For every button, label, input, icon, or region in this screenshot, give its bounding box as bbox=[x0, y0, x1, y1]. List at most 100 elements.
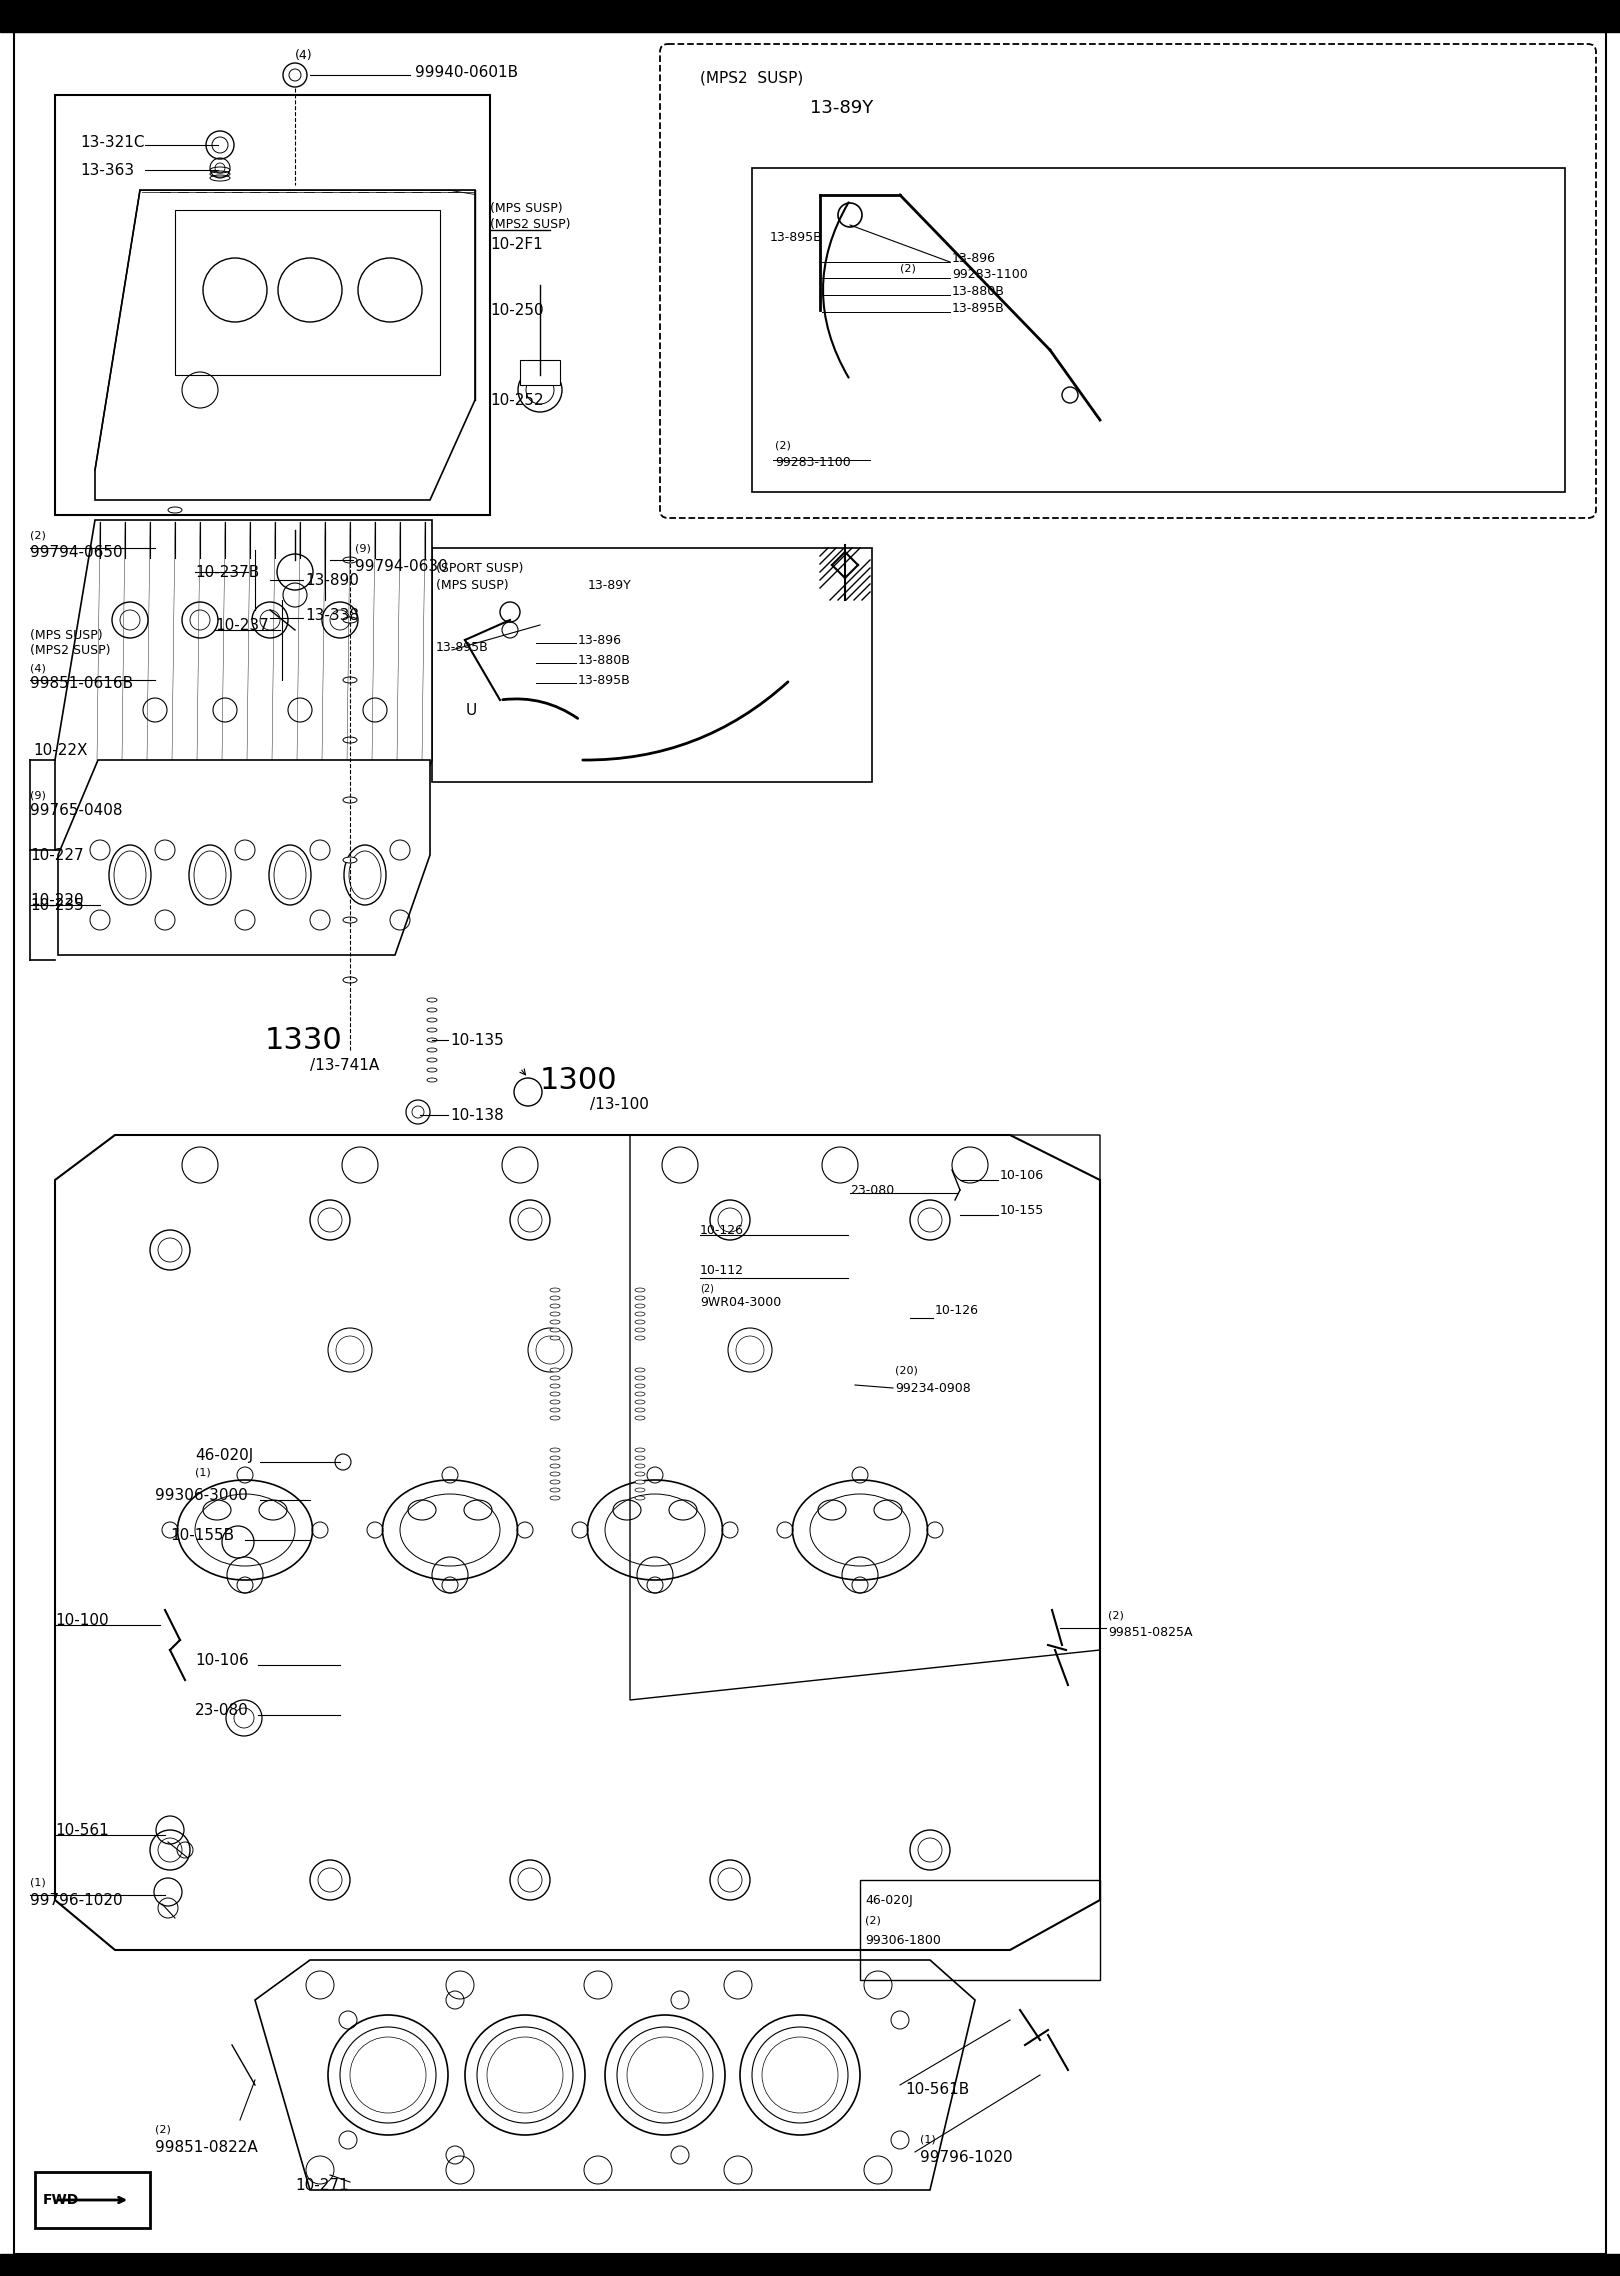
Ellipse shape bbox=[551, 1495, 561, 1500]
Ellipse shape bbox=[635, 1320, 645, 1325]
Ellipse shape bbox=[635, 1489, 645, 1493]
Ellipse shape bbox=[343, 797, 356, 803]
Ellipse shape bbox=[635, 1400, 645, 1404]
Text: (1): (1) bbox=[31, 1878, 45, 1887]
Ellipse shape bbox=[635, 1377, 645, 1379]
Ellipse shape bbox=[635, 1409, 645, 1411]
Ellipse shape bbox=[154, 660, 165, 665]
Text: (2): (2) bbox=[1108, 1609, 1124, 1621]
Bar bbox=[55, 96, 489, 514]
Bar bbox=[433, 549, 872, 783]
Ellipse shape bbox=[343, 558, 356, 562]
Text: 10-561B: 10-561B bbox=[906, 2083, 969, 2098]
Text: 99306-3000: 99306-3000 bbox=[156, 1489, 248, 1502]
Text: (2): (2) bbox=[865, 1914, 881, 1925]
Ellipse shape bbox=[635, 1463, 645, 1468]
Text: 10-561: 10-561 bbox=[55, 1823, 109, 1837]
Ellipse shape bbox=[551, 1311, 561, 1316]
Ellipse shape bbox=[551, 1377, 561, 1379]
Text: 99851-0825A: 99851-0825A bbox=[1108, 1625, 1192, 1639]
Text: (20): (20) bbox=[894, 1366, 919, 1375]
Text: 10-237: 10-237 bbox=[215, 617, 269, 633]
Ellipse shape bbox=[551, 1489, 561, 1493]
Ellipse shape bbox=[428, 1047, 437, 1052]
Text: /13-100: /13-100 bbox=[590, 1097, 650, 1111]
Text: 13-321C: 13-321C bbox=[79, 134, 144, 150]
Text: 10-155: 10-155 bbox=[1000, 1204, 1045, 1215]
Text: 99765-0408: 99765-0408 bbox=[31, 803, 123, 817]
Text: 13-880B: 13-880B bbox=[578, 653, 630, 667]
Ellipse shape bbox=[635, 1457, 645, 1459]
Ellipse shape bbox=[551, 1400, 561, 1404]
Text: 13-895B: 13-895B bbox=[436, 640, 489, 653]
Ellipse shape bbox=[154, 678, 165, 683]
Bar bbox=[752, 168, 1565, 492]
Text: 46-020J: 46-020J bbox=[194, 1448, 253, 1463]
Text: 10-252: 10-252 bbox=[489, 391, 544, 407]
Ellipse shape bbox=[168, 521, 181, 528]
Text: 13-890: 13-890 bbox=[305, 574, 360, 587]
Ellipse shape bbox=[551, 1384, 561, 1388]
Ellipse shape bbox=[635, 1304, 645, 1309]
Ellipse shape bbox=[154, 644, 165, 649]
Text: 13-89Y: 13-89Y bbox=[810, 98, 873, 116]
Ellipse shape bbox=[154, 610, 165, 615]
Text: 10-22X: 10-22X bbox=[32, 742, 87, 758]
Ellipse shape bbox=[551, 1320, 561, 1325]
Ellipse shape bbox=[168, 537, 181, 544]
Text: 10-100: 10-100 bbox=[55, 1611, 109, 1627]
Text: 10-138: 10-138 bbox=[450, 1108, 504, 1122]
Ellipse shape bbox=[343, 976, 356, 983]
Text: 23-080: 23-080 bbox=[850, 1184, 894, 1197]
Text: 99794-0650: 99794-0650 bbox=[31, 544, 123, 560]
Bar bbox=[860, 1880, 1100, 1980]
Ellipse shape bbox=[551, 1393, 561, 1395]
Ellipse shape bbox=[428, 1038, 437, 1042]
Ellipse shape bbox=[551, 1473, 561, 1477]
Text: 99796-1020: 99796-1020 bbox=[920, 2151, 1012, 2164]
Text: 10-106: 10-106 bbox=[194, 1652, 249, 1668]
Polygon shape bbox=[55, 1136, 1100, 1951]
Text: (2): (2) bbox=[31, 530, 45, 539]
Ellipse shape bbox=[551, 1457, 561, 1459]
Text: 99283-1100: 99283-1100 bbox=[953, 269, 1027, 280]
Text: 99794-0630: 99794-0630 bbox=[355, 558, 447, 574]
Bar bbox=[0, 2253, 1620, 2276]
Text: 10-220: 10-220 bbox=[31, 892, 84, 908]
Text: 13-896: 13-896 bbox=[953, 253, 996, 264]
Text: 13-880B: 13-880B bbox=[953, 284, 1004, 298]
Ellipse shape bbox=[428, 1008, 437, 1013]
Bar bbox=[520, 360, 561, 385]
Text: 23-080: 23-080 bbox=[194, 1702, 249, 1718]
Text: (2): (2) bbox=[774, 439, 791, 451]
Ellipse shape bbox=[551, 1336, 561, 1341]
Ellipse shape bbox=[551, 1463, 561, 1468]
Text: 46-020J: 46-020J bbox=[865, 1894, 912, 1907]
Text: (MPS SUSP): (MPS SUSP) bbox=[31, 628, 102, 642]
Text: 13-338: 13-338 bbox=[305, 608, 360, 624]
Text: 99851-0616B: 99851-0616B bbox=[31, 676, 133, 690]
Text: (2): (2) bbox=[901, 264, 915, 273]
Text: (2): (2) bbox=[700, 1284, 714, 1293]
Ellipse shape bbox=[635, 1393, 645, 1395]
Ellipse shape bbox=[551, 1368, 561, 1372]
Text: (MPS2 SUSP): (MPS2 SUSP) bbox=[489, 218, 570, 230]
Ellipse shape bbox=[635, 1384, 645, 1388]
Ellipse shape bbox=[168, 508, 181, 512]
Polygon shape bbox=[55, 519, 433, 849]
Ellipse shape bbox=[635, 1336, 645, 1341]
Ellipse shape bbox=[635, 1416, 645, 1420]
Ellipse shape bbox=[154, 626, 165, 630]
Text: (1): (1) bbox=[920, 2135, 936, 2144]
Ellipse shape bbox=[154, 694, 165, 699]
Text: 10-126: 10-126 bbox=[700, 1224, 744, 1236]
Ellipse shape bbox=[551, 1304, 561, 1309]
Ellipse shape bbox=[635, 1295, 645, 1300]
Ellipse shape bbox=[428, 1079, 437, 1081]
Text: 99796-1020: 99796-1020 bbox=[31, 1894, 123, 1907]
Ellipse shape bbox=[551, 1479, 561, 1484]
Text: 1330: 1330 bbox=[266, 1026, 343, 1054]
Ellipse shape bbox=[343, 617, 356, 624]
Ellipse shape bbox=[343, 858, 356, 863]
Text: 13-895B: 13-895B bbox=[953, 300, 1004, 314]
